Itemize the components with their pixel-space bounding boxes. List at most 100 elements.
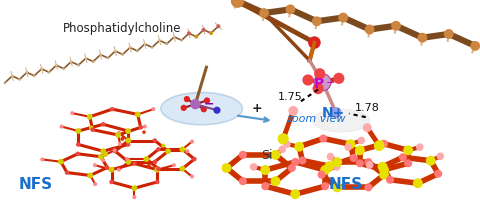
Circle shape <box>271 176 280 186</box>
Circle shape <box>113 149 118 153</box>
Circle shape <box>386 176 394 184</box>
Circle shape <box>121 53 124 56</box>
Circle shape <box>110 107 115 111</box>
Circle shape <box>55 64 58 67</box>
Circle shape <box>172 163 176 167</box>
Circle shape <box>356 159 364 167</box>
Circle shape <box>364 183 372 191</box>
Circle shape <box>288 106 298 116</box>
Text: NFS: NFS <box>328 177 363 192</box>
Circle shape <box>321 182 329 190</box>
Circle shape <box>166 43 168 45</box>
Circle shape <box>65 170 69 175</box>
Circle shape <box>379 165 389 175</box>
Circle shape <box>155 167 160 173</box>
Circle shape <box>48 71 50 73</box>
Circle shape <box>216 24 220 28</box>
Circle shape <box>90 127 95 132</box>
Circle shape <box>332 157 342 167</box>
Circle shape <box>194 35 198 39</box>
Circle shape <box>153 138 157 143</box>
Circle shape <box>201 106 207 112</box>
Text: P: P <box>314 77 324 91</box>
Circle shape <box>294 142 304 152</box>
Circle shape <box>204 97 210 104</box>
Circle shape <box>379 170 389 180</box>
Circle shape <box>147 164 151 168</box>
Circle shape <box>312 83 324 94</box>
Circle shape <box>105 165 109 170</box>
Text: −: − <box>325 78 335 88</box>
Circle shape <box>378 162 387 172</box>
Circle shape <box>222 163 231 173</box>
Circle shape <box>120 137 124 141</box>
Circle shape <box>70 111 74 115</box>
Circle shape <box>308 36 321 49</box>
Circle shape <box>62 67 65 70</box>
Circle shape <box>320 165 330 175</box>
Circle shape <box>184 96 190 102</box>
Circle shape <box>345 143 352 151</box>
Circle shape <box>151 46 154 49</box>
Circle shape <box>214 107 220 114</box>
Circle shape <box>98 154 104 160</box>
Circle shape <box>161 144 165 148</box>
Text: N+: N+ <box>322 106 345 120</box>
Circle shape <box>144 156 149 162</box>
Circle shape <box>115 132 121 138</box>
Circle shape <box>180 146 185 152</box>
Circle shape <box>93 163 97 167</box>
Circle shape <box>108 167 114 172</box>
Circle shape <box>286 4 295 14</box>
Circle shape <box>333 73 345 84</box>
Circle shape <box>132 185 137 191</box>
Circle shape <box>231 0 244 8</box>
Circle shape <box>346 139 355 149</box>
Ellipse shape <box>312 110 370 132</box>
Circle shape <box>87 114 93 120</box>
Circle shape <box>117 131 121 135</box>
Circle shape <box>180 166 185 172</box>
Circle shape <box>129 46 132 49</box>
Circle shape <box>209 31 213 35</box>
Circle shape <box>151 107 155 111</box>
Circle shape <box>60 125 64 129</box>
Text: −: − <box>204 98 214 111</box>
Circle shape <box>380 140 388 148</box>
Circle shape <box>58 159 64 165</box>
Text: zoom view: zoom view <box>286 114 345 124</box>
Text: Si: Si <box>261 149 272 162</box>
Circle shape <box>399 153 407 161</box>
Circle shape <box>75 152 80 156</box>
Circle shape <box>327 153 334 160</box>
Circle shape <box>142 130 146 134</box>
Circle shape <box>261 182 269 190</box>
Circle shape <box>332 182 342 192</box>
Circle shape <box>101 158 105 162</box>
Circle shape <box>135 112 141 117</box>
Circle shape <box>173 36 176 38</box>
Circle shape <box>99 53 102 56</box>
Circle shape <box>338 13 348 22</box>
Circle shape <box>101 122 106 127</box>
Circle shape <box>87 172 93 178</box>
Circle shape <box>277 133 289 144</box>
Circle shape <box>125 159 132 165</box>
Circle shape <box>33 74 36 77</box>
Circle shape <box>333 163 341 171</box>
Circle shape <box>109 180 114 184</box>
Circle shape <box>349 154 358 162</box>
Circle shape <box>153 160 157 164</box>
Circle shape <box>318 171 325 179</box>
FancyArrowPatch shape <box>238 116 268 122</box>
Circle shape <box>89 125 94 130</box>
Circle shape <box>314 74 331 91</box>
Circle shape <box>288 164 296 172</box>
Circle shape <box>271 150 280 160</box>
Circle shape <box>283 140 291 148</box>
Circle shape <box>125 138 132 143</box>
Circle shape <box>426 156 436 166</box>
Circle shape <box>190 99 201 109</box>
Circle shape <box>192 157 197 161</box>
Text: Phosphatidylcholine: Phosphatidylcholine <box>63 22 181 34</box>
